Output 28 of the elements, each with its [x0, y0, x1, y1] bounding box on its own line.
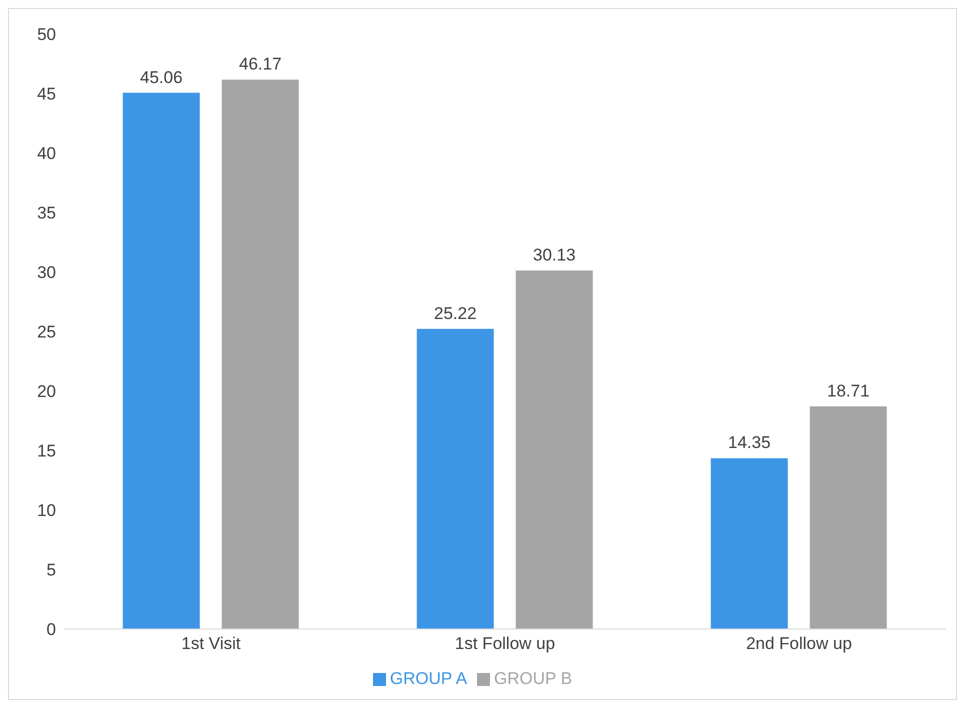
bar — [122, 92, 200, 629]
data-label: 45.06 — [140, 68, 183, 87]
y-tick-label: 35 — [37, 204, 56, 223]
bar — [810, 406, 887, 629]
x-tick-label: 1st Follow up — [454, 634, 556, 654]
y-tick-label: 25 — [37, 322, 56, 342]
y-tick-label: 15 — [37, 442, 56, 461]
legend-label: GROUP B — [494, 669, 572, 688]
data-label: 14.35 — [728, 433, 771, 452]
y-tick-label: 50 — [37, 25, 56, 44]
y-tick-label: 45 — [37, 84, 56, 104]
y-tick-label: 20 — [37, 382, 56, 402]
legend-label: GROUP A — [390, 669, 468, 688]
y-tick-label: 10 — [37, 501, 56, 520]
y-tick-label: 40 — [37, 144, 56, 164]
data-label: 25.22 — [434, 304, 477, 323]
x-tick-label: 2nd Follow up — [746, 634, 852, 654]
bar — [710, 458, 788, 629]
x-tick-label: 1st Visit — [181, 634, 241, 654]
y-tick-label: 30 — [37, 263, 56, 282]
data-label: 46.17 — [239, 54, 282, 74]
data-label: 18.71 — [827, 381, 870, 400]
data-label: 30.13 — [533, 245, 576, 264]
bar — [516, 270, 593, 629]
y-tick-label: 5 — [46, 560, 56, 580]
bar — [416, 328, 494, 629]
bar — [222, 80, 299, 629]
y-tick-label: 0 — [46, 620, 56, 640]
